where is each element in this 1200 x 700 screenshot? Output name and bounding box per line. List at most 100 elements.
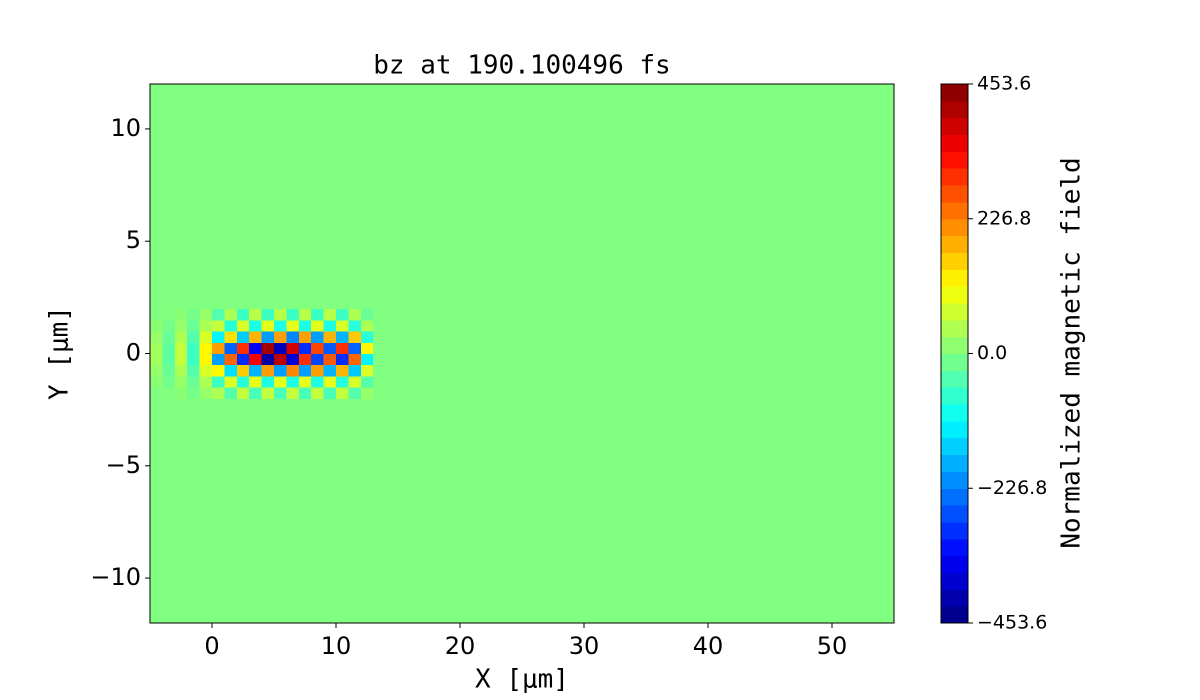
- colorbar-step: [941, 387, 968, 405]
- heatmap-cell: [311, 331, 325, 343]
- heatmap-cell: [311, 375, 325, 388]
- heatmap-cell: [323, 331, 337, 343]
- heatmap-cell: [274, 84, 287, 310]
- heatmap-cell: [311, 387, 325, 399]
- heatmap-cell: [323, 387, 337, 399]
- heatmap-cell: [360, 84, 374, 310]
- heatmap-cell: [150, 353, 163, 366]
- heatmap-cell: [348, 364, 362, 377]
- colorbar: [941, 84, 968, 624]
- heatmap-cell: [150, 387, 163, 399]
- heatmap-cell: [162, 364, 176, 377]
- heatmap-cell: [199, 84, 213, 310]
- heatmap-cell: [336, 375, 349, 388]
- heatmap-cell: [311, 353, 325, 366]
- colorbar-step: [941, 437, 968, 456]
- colorbar-step: [941, 185, 968, 203]
- heatmap-cell: [323, 319, 337, 332]
- colorbar-step: [941, 134, 968, 152]
- heatmap-cell: [162, 375, 176, 388]
- heatmap-cell: [311, 398, 325, 624]
- heatmap-cell: [261, 398, 275, 624]
- heatmap-cell: [249, 353, 263, 366]
- heatmap-cell: [249, 308, 263, 321]
- heatmap-cell: [274, 387, 287, 399]
- heatmap-cell: [212, 353, 225, 366]
- heatmap-cell: [360, 364, 374, 377]
- heatmap-cell: [298, 398, 312, 624]
- heatmap-cell: [323, 398, 337, 624]
- colorbar-step: [941, 589, 968, 607]
- heatmap-cell: [311, 84, 325, 310]
- colorbar-step: [941, 420, 968, 439]
- heatmap-cell: [162, 331, 176, 343]
- colorbar-tick-label: 226.8: [977, 207, 1031, 229]
- colorbar-tick-label: 0.0: [977, 342, 1007, 364]
- heatmap-cell: [298, 364, 312, 377]
- heatmap-cell: [373, 84, 895, 310]
- heatmap-cell: [360, 342, 374, 354]
- heatmap-cell: [249, 387, 263, 399]
- colorbar-step: [941, 302, 968, 321]
- colorbar-step: [941, 555, 968, 573]
- heatmap-cell: [360, 319, 374, 332]
- chart-title: bz at 190.100496 fs: [373, 51, 670, 81]
- heatmap-cell: [174, 353, 188, 366]
- heatmap-cell: [224, 84, 238, 310]
- heatmap-cell: [236, 319, 250, 332]
- heatmap-cell: [373, 353, 895, 366]
- heatmap-cell: [286, 364, 300, 377]
- colorbar-step: [941, 336, 968, 354]
- colorbar-step: [941, 117, 968, 136]
- heatmap-cell: [187, 342, 201, 354]
- heatmap-cell: [162, 398, 176, 624]
- x-tick-label: 20: [445, 632, 476, 660]
- heatmap-cell: [174, 364, 188, 377]
- heatmap-cell: [261, 319, 275, 332]
- heatmap: [150, 84, 895, 624]
- heatmap-cell: [249, 331, 263, 343]
- heatmap-cell: [274, 364, 287, 377]
- heatmap-cell: [274, 331, 287, 343]
- heatmap-cell: [311, 364, 325, 377]
- heatmap-cell: [261, 342, 275, 354]
- heatmap-cell: [199, 331, 213, 343]
- heatmap-cell: [373, 375, 895, 388]
- heatmap-cell: [336, 319, 349, 332]
- heatmap-cell: [236, 331, 250, 343]
- heatmap-cell: [212, 342, 225, 354]
- colorbar-step: [941, 538, 968, 557]
- heatmap-cell: [336, 364, 349, 377]
- heatmap-cell: [212, 84, 225, 310]
- heatmap-cell: [212, 331, 225, 343]
- heatmap-cell: [150, 342, 163, 354]
- colorbar-step: [941, 454, 968, 472]
- heatmap-cell: [348, 375, 362, 388]
- heatmap-cell: [298, 319, 312, 332]
- heatmap-cell: [187, 364, 201, 377]
- heatmap-cell: [199, 364, 213, 377]
- colorbar-step: [941, 218, 968, 237]
- heatmap-cell: [348, 319, 362, 332]
- heatmap-cell: [298, 308, 312, 321]
- heatmap-cell: [261, 353, 275, 366]
- heatmap-cell: [224, 398, 238, 624]
- heatmap-cell: [162, 84, 176, 310]
- y-axis-label: Y [μm]: [45, 306, 75, 400]
- colorbar-step: [941, 606, 968, 624]
- heatmap-cell: [212, 387, 225, 399]
- y-tick-label: −5: [106, 451, 141, 479]
- heatmap-cell: [224, 319, 238, 332]
- heatmap-cell: [187, 387, 201, 399]
- colorbar-step: [941, 488, 968, 506]
- heatmap-cell: [249, 342, 263, 354]
- heatmap-cell: [286, 331, 300, 343]
- heatmap-cell: [298, 84, 312, 310]
- heatmap-cell: [249, 398, 263, 624]
- heatmap-cell: [261, 84, 275, 310]
- colorbar-step: [941, 201, 968, 220]
- colorbar-step: [941, 252, 968, 270]
- heatmap-cell: [373, 342, 895, 354]
- heatmap-cell: [236, 375, 250, 388]
